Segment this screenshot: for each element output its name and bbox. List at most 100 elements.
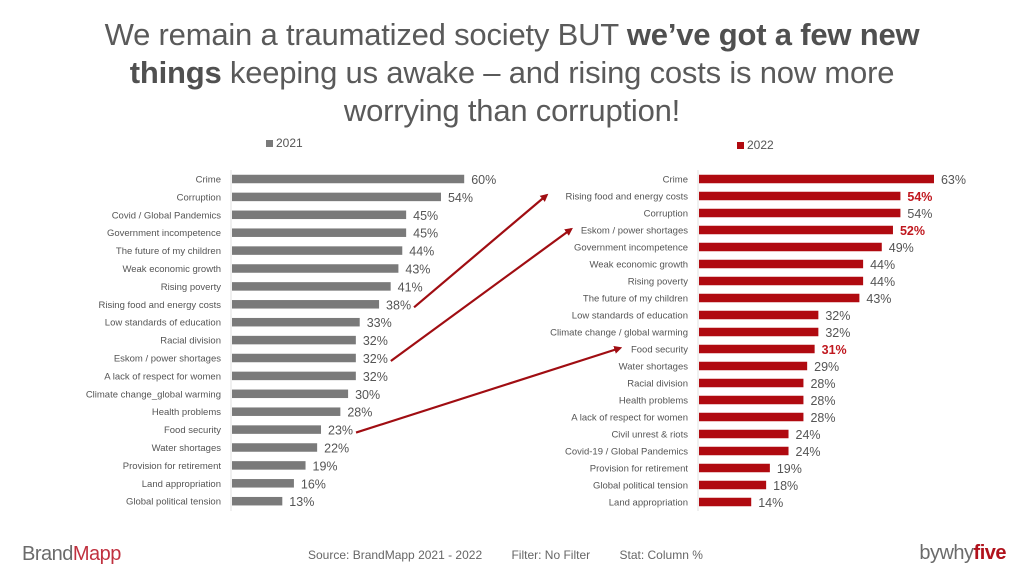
data-label: 23% [328,424,353,438]
bar [232,246,403,255]
bar [699,276,864,286]
category-label: Racial division [160,336,221,347]
title-part-2: keeping us awake – and rising costs is n… [221,55,895,128]
data-label: 32% [363,334,388,348]
data-label: 28% [810,394,835,408]
data-label: 32% [825,309,850,323]
data-label: 41% [398,280,423,294]
data-label: 19% [777,462,802,476]
data-label: 28% [810,411,835,425]
arrow-rising-food-and-energy-costs [413,193,549,309]
category-label: Government incompetence [107,228,221,239]
arrow-food-security [355,346,623,434]
bar [232,282,391,291]
category-label: Provision for retirement [123,461,222,472]
change-arrows [355,193,623,434]
bar [699,259,864,269]
data-label: 43% [866,292,891,306]
bar [699,293,860,303]
bar [699,225,893,235]
category-label: Health problems [152,407,221,418]
data-label: 44% [870,258,895,272]
category-label: Weak economic growth [122,264,221,275]
category-label: Weak economic growth [589,260,688,271]
category-label: Covid / Global Pandemics [112,210,222,221]
data-label: 33% [367,316,392,330]
category-label: Corruption [644,209,688,220]
logo-text-mapp: Mapp [72,543,122,565]
category-label: The future of my children [116,246,221,257]
data-label: 44% [409,245,434,259]
data-label: 63% [941,173,966,187]
bar [232,389,349,399]
bar [699,497,752,507]
category-label: Climate change_global warming [86,389,221,400]
bar [232,425,322,434]
chart-2022: 2022 Crime 63% Rising food and energy costs… [550,138,966,511]
category-label: Civil unrest & riots [611,430,688,441]
data-label: 30% [355,388,380,402]
category-label: A lack of respect for women [571,413,688,424]
bar [699,191,901,201]
bar [232,192,441,202]
bar [699,446,789,456]
source-text: Source: BrandMapp 2021 - 2022 [308,548,483,562]
category-label: Rising food and energy costs [565,192,688,203]
bar [232,264,399,273]
bar [232,371,356,381]
data-label: 18% [773,479,798,493]
filter-text: Filter: No Filter [511,548,591,562]
category-label: Corruption [177,192,221,203]
bar [232,317,360,327]
bar [699,480,767,490]
bar [232,174,465,184]
category-label: Provision for retirement [590,464,689,475]
slide-title: We remain a traumatized society BUT we’v… [100,16,924,130]
bar [699,208,901,218]
category-label: Crime [196,175,221,186]
bar [699,395,804,405]
data-label: 54% [907,207,932,221]
bar [232,407,341,416]
data-label: 45% [413,227,438,241]
category-label: Land appropriation [609,498,688,509]
data-label: 19% [313,459,338,473]
data-label: 24% [796,428,821,442]
data-label: 32% [363,352,388,366]
bar [699,361,808,371]
bar [699,412,804,422]
category-label: The future of my children [583,294,688,305]
footer-source-info: Source: BrandMapp 2021 - 2022 Filter: No… [308,548,729,562]
data-label: 52% [900,224,925,238]
bar [232,335,356,345]
category-label: Government incompetence [574,243,688,254]
bar [232,496,283,506]
bar [699,378,804,388]
data-label: 49% [889,241,914,255]
data-label: 38% [386,298,411,312]
category-label: Racial division [627,379,688,390]
category-label: Rising poverty [628,277,688,288]
category-label: Rising poverty [161,282,221,293]
data-label: 54% [907,190,932,204]
data-label: 28% [347,406,372,420]
data-label: 43% [405,263,430,277]
arrow-eskom-power-shortages [390,227,573,362]
category-label: Eskom / power shortages [581,226,688,237]
category-label: Crime [663,175,688,186]
legend-label-2022: 2022 [747,138,774,152]
category-label: Covid-19 / Global Pandemics [565,447,688,458]
data-label: 22% [324,442,349,456]
category-label: Global political tension [126,497,221,508]
bywhyfive-logo: bywhyfive [919,542,1006,565]
data-label: 45% [413,209,438,223]
bar [232,228,407,237]
data-label: 28% [810,377,835,391]
chart-2021: 2021 Crime 60% Corruption 54% Covid / Global … [86,136,496,511]
category-label: Low standards of education [572,311,688,322]
title-part-1: We remain a traumatized society BUT [104,17,627,52]
data-label: 14% [758,496,783,510]
bar [232,443,318,452]
legend-swatch-2021 [266,140,273,147]
